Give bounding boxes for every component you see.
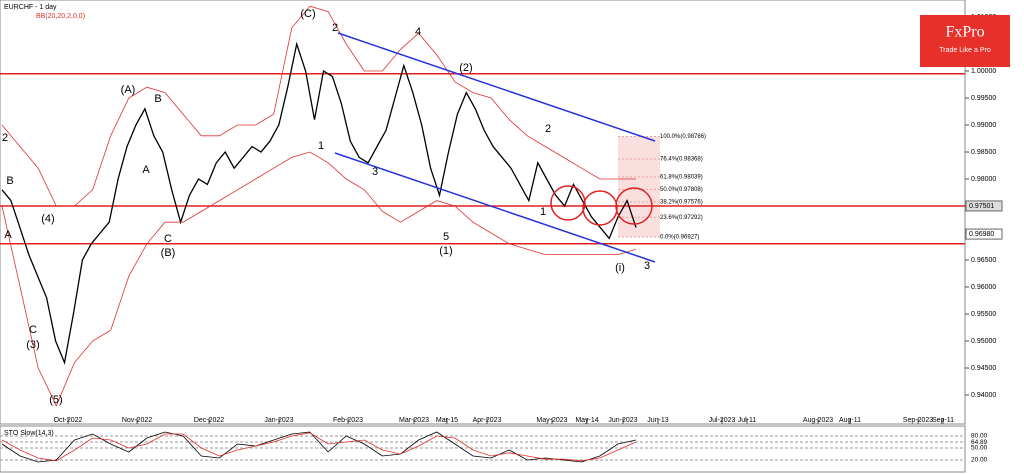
band-line — [1, 5, 636, 207]
highlight-circle — [582, 190, 618, 226]
wave-label: 2 — [2, 132, 8, 144]
band-line — [1, 151, 637, 407]
main-panel — [0, 0, 966, 425]
chart-subtitle: BB(20,20,2,0,0) — [36, 13, 85, 20]
fib-label: 76.4%(0.98368) — [660, 157, 703, 163]
x-tick-label: Sep-2023 — [903, 417, 933, 424]
highlight-circle — [615, 187, 653, 225]
fib-zone — [618, 136, 660, 237]
x-tick-label: Jun-13 — [647, 417, 669, 424]
stoch-title: STO Slow(14,3) — [4, 430, 54, 437]
logo-tagline: Trade Like a Pro — [939, 47, 991, 54]
band-line — [1, 432, 637, 462]
wave-label: B — [154, 93, 161, 105]
chart-title: EURCHF - 1 day — [4, 4, 57, 11]
x-tick-label: Jul-2023 — [709, 417, 736, 424]
wave-label: 3 — [644, 260, 650, 272]
wave-label: (1) — [439, 245, 452, 257]
fib-label: 50.0%(0.97808) — [660, 187, 703, 193]
logo: FxPro — [945, 24, 984, 41]
y-tick-label: 0.95000 — [971, 338, 996, 345]
wave-label: (4) — [41, 213, 54, 225]
wave-label: 1 — [318, 140, 324, 152]
x-tick-label: Aug-11 — [839, 417, 861, 424]
y-tick-label: 0.98500 — [971, 149, 996, 156]
stoch-tick-label: 20.00 — [971, 457, 988, 464]
x-tick-label: Apr-2023 — [473, 417, 502, 424]
y-tick-label: 0.94500 — [971, 365, 996, 372]
x-tick-label: Aug-2023 — [803, 417, 833, 424]
x-tick-label: Sep-11 — [932, 417, 954, 424]
wave-label: A — [142, 164, 150, 176]
stoch-tick-label: 80.00 — [971, 433, 988, 440]
y-tick-label: 0.96000 — [971, 284, 996, 291]
logo-box — [920, 15, 1010, 67]
y-tick-label: 1.00000 — [971, 68, 996, 75]
price-tag-label: 0.96980 — [969, 231, 994, 238]
x-tick-label: Oct-2022 — [54, 417, 83, 424]
y-tick-label: 0.94000 — [971, 392, 996, 399]
wave-label: (A) — [121, 84, 136, 96]
wave-label: (C) — [300, 8, 315, 20]
x-tick-label: May-14 — [575, 417, 598, 424]
wave-label: 2 — [332, 22, 338, 34]
y-tick-label: 0.99000 — [971, 122, 996, 129]
price-tag — [965, 200, 1003, 212]
wave-label: 2 — [545, 123, 551, 135]
x-tick-label: Nov-2022 — [122, 417, 152, 424]
wave-label: B — [6, 175, 13, 187]
x-tick-label: May-2023 — [536, 417, 567, 424]
y-tick-label: 0.98000 — [971, 176, 996, 183]
fib-label: 23.6%(0.97292) — [660, 215, 703, 221]
wave-label: C — [164, 233, 172, 245]
wave-label: 4 — [415, 26, 421, 38]
fib-label: 0.0%(0.96927) — [660, 235, 699, 241]
stoch-tick-label: 50.00 — [971, 445, 988, 452]
wave-label: (2) — [459, 62, 472, 74]
x-tick-label: Mar-2023 — [399, 417, 429, 424]
wave-label: 3 — [372, 166, 378, 178]
y-tick-label: 0.99500 — [971, 95, 996, 102]
price-line — [1, 431, 637, 463]
fib-label: 38.2%(0.97576) — [660, 199, 703, 205]
x-tick-label: Mar-15 — [436, 417, 458, 424]
stoch-tick-label: 64.89 — [971, 439, 988, 446]
channel-lower — [334, 152, 656, 263]
price-line — [1, 41, 637, 365]
x-tick-label: Dec-2022 — [194, 417, 224, 424]
wave-label: (i) — [615, 262, 625, 274]
x-tick-label: Jul-11 — [738, 417, 757, 424]
price-tag — [965, 228, 1003, 240]
channel-upper — [337, 32, 656, 142]
fib-label: 100.0%(0.98786) — [660, 134, 706, 140]
wave-label: C — [29, 324, 37, 336]
highlight-circle — [550, 185, 586, 221]
wave-label: A — [4, 229, 12, 241]
price-tag-label: 0.97501 — [969, 203, 994, 210]
wave-label: (3) — [26, 339, 39, 351]
wave-label: (5) — [49, 394, 62, 406]
stoch-panel — [0, 425, 966, 473]
wave-label: (B) — [161, 247, 176, 259]
y-tick-label: 0.96500 — [971, 257, 996, 264]
wave-label: 5 — [443, 231, 449, 243]
x-tick-label: Jun-2023 — [608, 417, 637, 424]
wave-label: 1 — [540, 206, 546, 218]
fib-label: 61.8%(0.98039) — [660, 174, 703, 180]
x-tick-label: Jan-2023 — [264, 417, 293, 424]
y-tick-label: 0.95500 — [971, 311, 996, 318]
x-tick-label: Feb-2023 — [333, 417, 363, 424]
